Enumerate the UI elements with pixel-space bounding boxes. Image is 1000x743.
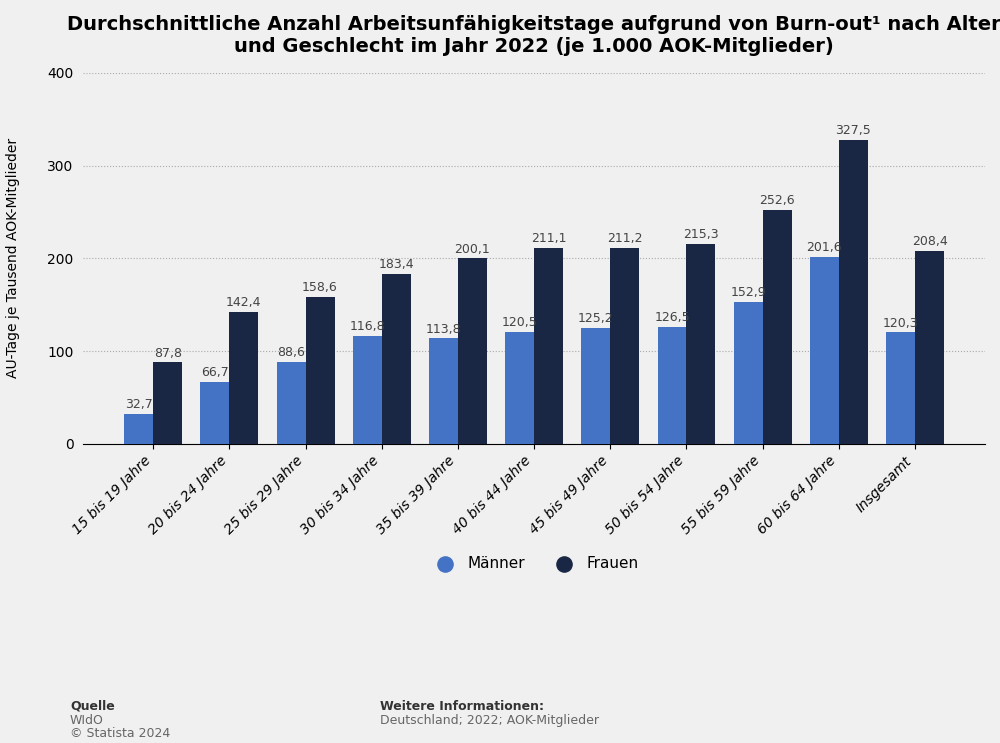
Text: 87,8: 87,8: [154, 347, 182, 360]
Bar: [810, 257, 839, 444]
Text: 66,7: 66,7: [201, 366, 229, 379]
Text: Weitere Informationen:: Weitere Informationen:: [380, 700, 544, 713]
Text: 200,1: 200,1: [455, 242, 490, 256]
Text: © Statista 2024: © Statista 2024: [70, 727, 170, 740]
Bar: [658, 327, 686, 444]
Bar: [382, 273, 411, 444]
Bar: [610, 248, 639, 444]
Bar: [429, 338, 458, 444]
Text: 201,6: 201,6: [807, 241, 842, 254]
Text: 120,5: 120,5: [502, 317, 538, 329]
Bar: [505, 332, 534, 444]
Text: 116,8: 116,8: [349, 319, 385, 333]
Bar: [229, 312, 258, 444]
Y-axis label: AU-Tage je Tausend AOK-Mitglieder: AU-Tage je Tausend AOK-Mitglieder: [6, 138, 20, 378]
Text: WIdO: WIdO: [70, 715, 104, 727]
Text: 88,6: 88,6: [277, 346, 305, 359]
Text: 142,4: 142,4: [226, 296, 262, 309]
Bar: [581, 328, 610, 444]
Bar: [915, 250, 944, 444]
Bar: [153, 363, 182, 444]
Text: 152,9: 152,9: [730, 286, 766, 299]
Text: Quelle: Quelle: [70, 700, 115, 713]
Text: 125,2: 125,2: [578, 312, 614, 325]
Text: 183,4: 183,4: [378, 258, 414, 271]
Bar: [839, 140, 868, 444]
Text: 327,5: 327,5: [835, 124, 871, 137]
Bar: [458, 259, 487, 444]
Text: 211,1: 211,1: [531, 233, 566, 245]
Text: Deutschland; 2022; AOK-Mitglieder: Deutschland; 2022; AOK-Mitglieder: [380, 715, 599, 727]
Bar: [534, 248, 563, 444]
Bar: [124, 414, 153, 444]
Bar: [306, 296, 335, 444]
Text: 215,3: 215,3: [683, 228, 719, 241]
Bar: [277, 362, 306, 444]
Bar: [886, 332, 915, 444]
Bar: [200, 382, 229, 444]
Bar: [353, 336, 382, 444]
Bar: [763, 210, 792, 444]
Bar: [734, 302, 763, 444]
Text: 158,6: 158,6: [302, 281, 338, 294]
Text: 113,8: 113,8: [426, 322, 461, 336]
Text: 211,2: 211,2: [607, 233, 643, 245]
Text: 126,5: 126,5: [654, 311, 690, 324]
Legend: Männer, Frauen: Männer, Frauen: [423, 550, 645, 577]
Text: 208,4: 208,4: [912, 235, 947, 248]
Bar: [686, 244, 715, 444]
Text: 32,7: 32,7: [125, 398, 153, 411]
Title: Durchschnittliche Anzahl Arbeitsunfähigkeitstage aufgrund von Burn-out¹ nach Alt: Durchschnittliche Anzahl Arbeitsunfähigk…: [67, 15, 1000, 56]
Text: 120,3: 120,3: [883, 317, 918, 330]
Text: 252,6: 252,6: [759, 194, 795, 207]
